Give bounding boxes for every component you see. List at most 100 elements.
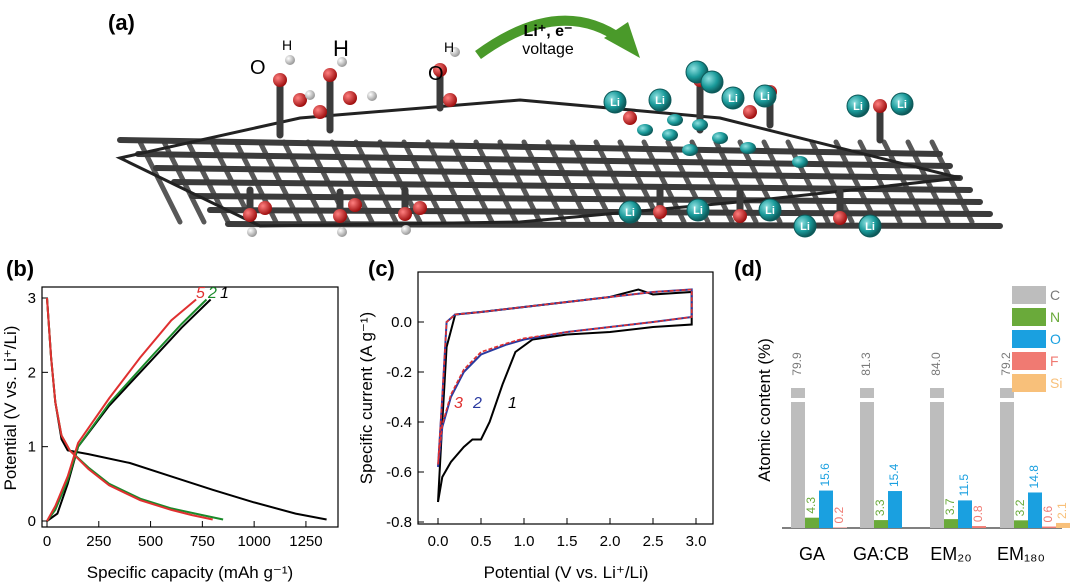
legend-swatch-C	[1012, 286, 1046, 304]
oxygen-atom	[398, 207, 412, 221]
lithium-atom	[700, 70, 724, 94]
panel-c-curve-label-1: 1	[508, 395, 517, 412]
oxygen-atom	[623, 111, 637, 125]
lithium-atom	[846, 94, 870, 118]
category-label: EM₁₈₀	[997, 544, 1045, 564]
curve-1-discharge	[46, 297, 327, 521]
lithium-label: Li	[765, 205, 775, 217]
panel-c-curve-label-3: 3	[454, 395, 463, 412]
carbon-rod	[473, 139, 519, 225]
bar-label-O: 14.8	[1027, 465, 1041, 489]
carbon-rod	[257, 139, 303, 225]
panel-b-curve-label-5: 5	[196, 285, 205, 302]
panel-a-letter: (a)	[108, 10, 135, 35]
y-tick-label: 2	[28, 364, 36, 381]
panel-b-ylabel: Potential (V vs. Li⁺/Li)	[1, 326, 20, 491]
panel-b-frame	[41, 286, 339, 528]
bar-label-Si: 2.1	[1055, 502, 1069, 519]
lithium-ion	[682, 144, 698, 156]
carbon-rod	[833, 139, 879, 225]
atom-label: H	[282, 37, 292, 53]
lithium-atom	[858, 214, 882, 238]
carbon-rod	[761, 139, 807, 225]
bar-O	[888, 491, 902, 528]
hydrogen-atom	[367, 91, 377, 101]
reaction-label-top: Li⁺, e⁻	[524, 23, 573, 40]
bar-label-F: 0.6	[1041, 506, 1055, 523]
bar-label-N: 3.3	[873, 499, 887, 516]
panel-b-curve-label-2: 2	[207, 285, 217, 302]
carbon-rod	[929, 139, 975, 225]
carbon-rod	[353, 139, 399, 225]
bar-C	[1000, 402, 1014, 528]
lithium-ion	[637, 124, 653, 136]
lithium-atom	[618, 200, 642, 224]
category-label: EM₂₀	[930, 544, 971, 564]
carbon-rod	[117, 137, 943, 157]
carbon-rod	[689, 139, 735, 225]
legend-swatch-Si	[1012, 374, 1046, 392]
y-tick-label: -0.8	[386, 514, 412, 531]
x-tick-label: 0	[43, 533, 51, 550]
legend-swatch-F	[1012, 352, 1046, 370]
carbon-rod	[137, 139, 183, 225]
bar-C-top	[1000, 388, 1014, 398]
y-tick-label: 0	[28, 513, 36, 530]
bar-label-O: 15.4	[887, 463, 901, 487]
curve-2-charge	[46, 298, 208, 522]
legend-label-N: N	[1050, 309, 1060, 325]
x-tick-label: 0.0	[428, 533, 449, 550]
lithium-atom	[758, 198, 782, 222]
lithium-atom	[721, 86, 745, 110]
hydrogen-atom	[285, 55, 295, 65]
x-tick-label: 0.5	[471, 533, 492, 550]
panel-d-ylabel: Atomic content (%)	[755, 338, 774, 482]
lithium-ion	[792, 156, 808, 168]
carbon-rod	[189, 193, 983, 205]
lithium-label: Li	[693, 205, 703, 217]
bar-N	[944, 519, 958, 528]
bar-F	[972, 526, 986, 528]
oxygen-atom	[833, 211, 847, 225]
atom-label: O	[428, 63, 444, 85]
panel-d: (d) 79.9 4.315.6 0.2 GA 81.3 3.315.4 GA:CB 84.0…	[734, 256, 1070, 564]
hydrogen-atom	[401, 225, 411, 235]
curve-5-discharge	[46, 297, 213, 521]
bar-label-C: 81.3	[859, 352, 873, 376]
panel-c: (c) 0.0 0.5 1.0 1.5 2.0 2.5 3.0 0.0 -0.2 -0.4 -0.6…	[357, 256, 714, 582]
hydrogen-atom	[247, 227, 257, 237]
legend-swatch-O	[1012, 330, 1046, 348]
lithium-atom	[793, 214, 817, 238]
bar-label-C: 79.2	[999, 352, 1013, 376]
carbon-rod	[153, 165, 963, 181]
lithium-ion	[662, 129, 678, 141]
x-tick-label: 1.5	[557, 533, 578, 550]
legend-swatch-N	[1012, 308, 1046, 326]
y-tick-label: 1	[28, 439, 36, 456]
carbon-rod	[425, 139, 471, 225]
carbon-rod	[281, 139, 327, 225]
curve-5-charge	[46, 298, 197, 522]
panel-d-bars: 79.94.315.60.2GA81.33.315.4GA:CB84.03.71…	[790, 352, 1070, 564]
x-tick-label: 1250	[289, 533, 322, 550]
y-tick-label: -0.6	[386, 464, 412, 481]
bar-F	[1042, 526, 1056, 528]
y-tick-label: -0.2	[386, 364, 412, 381]
bar-N	[874, 520, 888, 528]
x-tick-label: 750	[190, 533, 215, 550]
bar-label-F: 0.2	[832, 507, 846, 524]
x-tick-label: 2.0	[600, 533, 621, 550]
carbon-rod	[497, 139, 543, 225]
bar-C-top	[930, 388, 944, 398]
lithium-ion	[692, 119, 708, 131]
reaction-label-bottom: voltage	[522, 41, 574, 58]
lithium-atom	[686, 198, 710, 222]
carbon-rod	[329, 139, 375, 225]
panel-c-ticks: 0.0 0.5 1.0 1.5 2.0 2.5 3.0 0.0 -0.2 -0.4 -0.6 -0.8	[386, 314, 706, 550]
lithium-atom	[890, 92, 914, 116]
oxygen-atom	[433, 63, 447, 77]
legend-label-O: O	[1050, 331, 1061, 347]
carbon-rod	[713, 139, 759, 225]
